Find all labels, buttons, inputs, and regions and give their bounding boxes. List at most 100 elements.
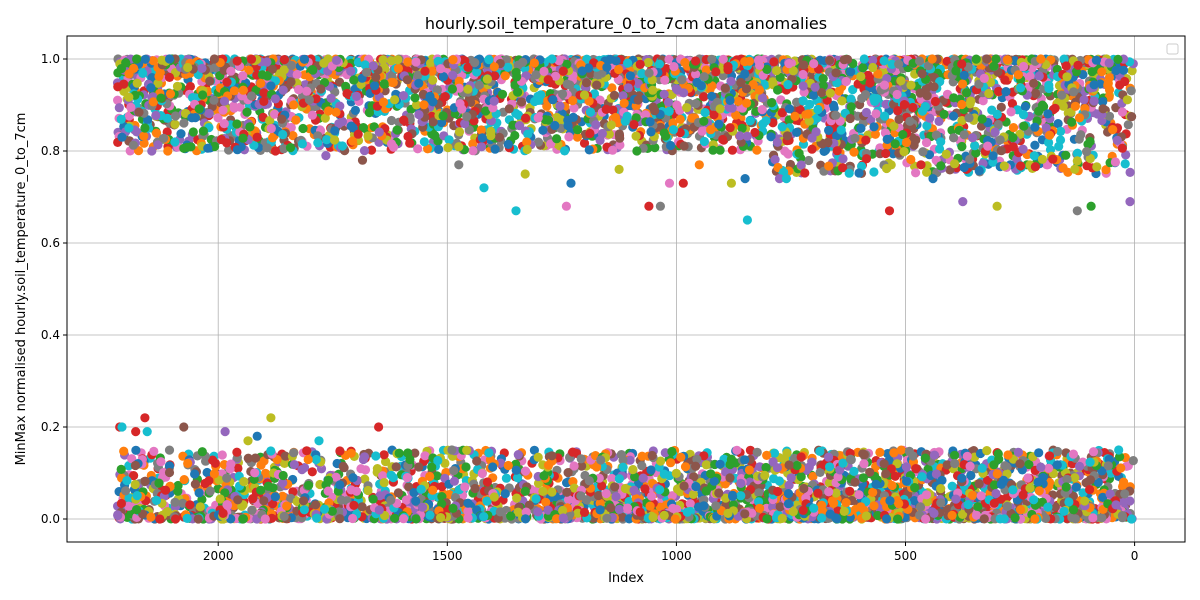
data-point (757, 93, 768, 103)
data-point (403, 131, 413, 142)
data-point (432, 85, 442, 95)
data-point (685, 499, 695, 509)
data-point (1123, 120, 1133, 130)
data-point (869, 167, 879, 177)
data-point (302, 446, 312, 456)
data-point (229, 103, 239, 113)
data-point (870, 129, 881, 139)
data-point (941, 149, 951, 159)
data-point (1112, 135, 1122, 145)
data-point (533, 137, 544, 147)
data-point (922, 91, 932, 101)
data-point (124, 461, 134, 471)
data-point (804, 155, 814, 166)
data-point (277, 491, 288, 501)
data-point (769, 448, 780, 458)
data-point (341, 81, 351, 91)
data-point (1104, 111, 1115, 121)
data-point (768, 118, 778, 128)
data-point (1120, 159, 1130, 169)
data-point (468, 146, 478, 156)
data-point (213, 113, 223, 123)
data-point (466, 97, 476, 107)
data-point (426, 58, 436, 68)
data-point (939, 109, 949, 119)
data-point (935, 144, 945, 154)
data-point (668, 118, 678, 128)
data-point (815, 467, 825, 477)
data-point (190, 479, 200, 489)
data-point (523, 129, 533, 139)
data-point (689, 472, 699, 482)
data-point (204, 476, 214, 486)
data-point (454, 76, 464, 86)
data-point (957, 116, 967, 126)
data-point (783, 149, 793, 159)
data-point (930, 96, 941, 107)
data-point (922, 497, 932, 507)
data-point (380, 86, 390, 96)
data-point (250, 453, 260, 463)
data-point (909, 496, 919, 506)
data-point (119, 446, 129, 456)
data-point (752, 447, 762, 457)
data-point (750, 127, 760, 138)
data-point (1115, 452, 1125, 462)
data-point (194, 488, 204, 498)
data-point (265, 116, 275, 126)
data-point (437, 482, 447, 492)
data-point (413, 144, 423, 154)
data-point (346, 66, 356, 76)
data-point (971, 148, 981, 158)
data-point (752, 145, 762, 155)
data-point (988, 157, 998, 167)
data-point (828, 100, 839, 110)
data-point (204, 109, 214, 119)
data-point (978, 96, 988, 106)
data-point (533, 478, 544, 488)
data-point (579, 138, 590, 148)
data-point (1125, 167, 1135, 177)
data-point (472, 67, 482, 77)
data-point (410, 93, 420, 103)
data-point (208, 455, 218, 465)
data-point (850, 477, 860, 487)
data-point (934, 116, 944, 126)
data-point (130, 479, 140, 490)
data-point (378, 471, 388, 481)
data-point (1119, 497, 1129, 507)
data-point (454, 127, 465, 137)
data-point (114, 103, 124, 113)
data-point (1093, 477, 1103, 487)
data-point (490, 144, 500, 154)
data-point (1057, 90, 1067, 100)
data-points (112, 54, 1138, 524)
data-point (401, 495, 411, 505)
data-point (342, 88, 352, 99)
data-point (948, 111, 959, 121)
data-point (1030, 140, 1040, 150)
data-point (214, 475, 224, 485)
data-point (472, 456, 482, 466)
data-point (667, 491, 677, 501)
data-point (595, 498, 605, 508)
data-point (425, 471, 435, 482)
data-point (699, 136, 710, 147)
data-point (279, 458, 290, 468)
data-point (1054, 141, 1064, 151)
data-point (524, 500, 535, 510)
data-point (149, 446, 159, 456)
data-point (663, 97, 674, 107)
data-point (865, 467, 875, 477)
data-point (1114, 445, 1124, 455)
data-point (170, 137, 180, 147)
data-point (366, 145, 377, 155)
data-point (1088, 447, 1099, 457)
data-point (796, 472, 806, 482)
data-point (846, 67, 856, 77)
data-point (708, 145, 718, 155)
data-point (691, 99, 701, 109)
data-point (1007, 99, 1018, 109)
data-point (202, 467, 212, 478)
data-point (859, 459, 869, 469)
